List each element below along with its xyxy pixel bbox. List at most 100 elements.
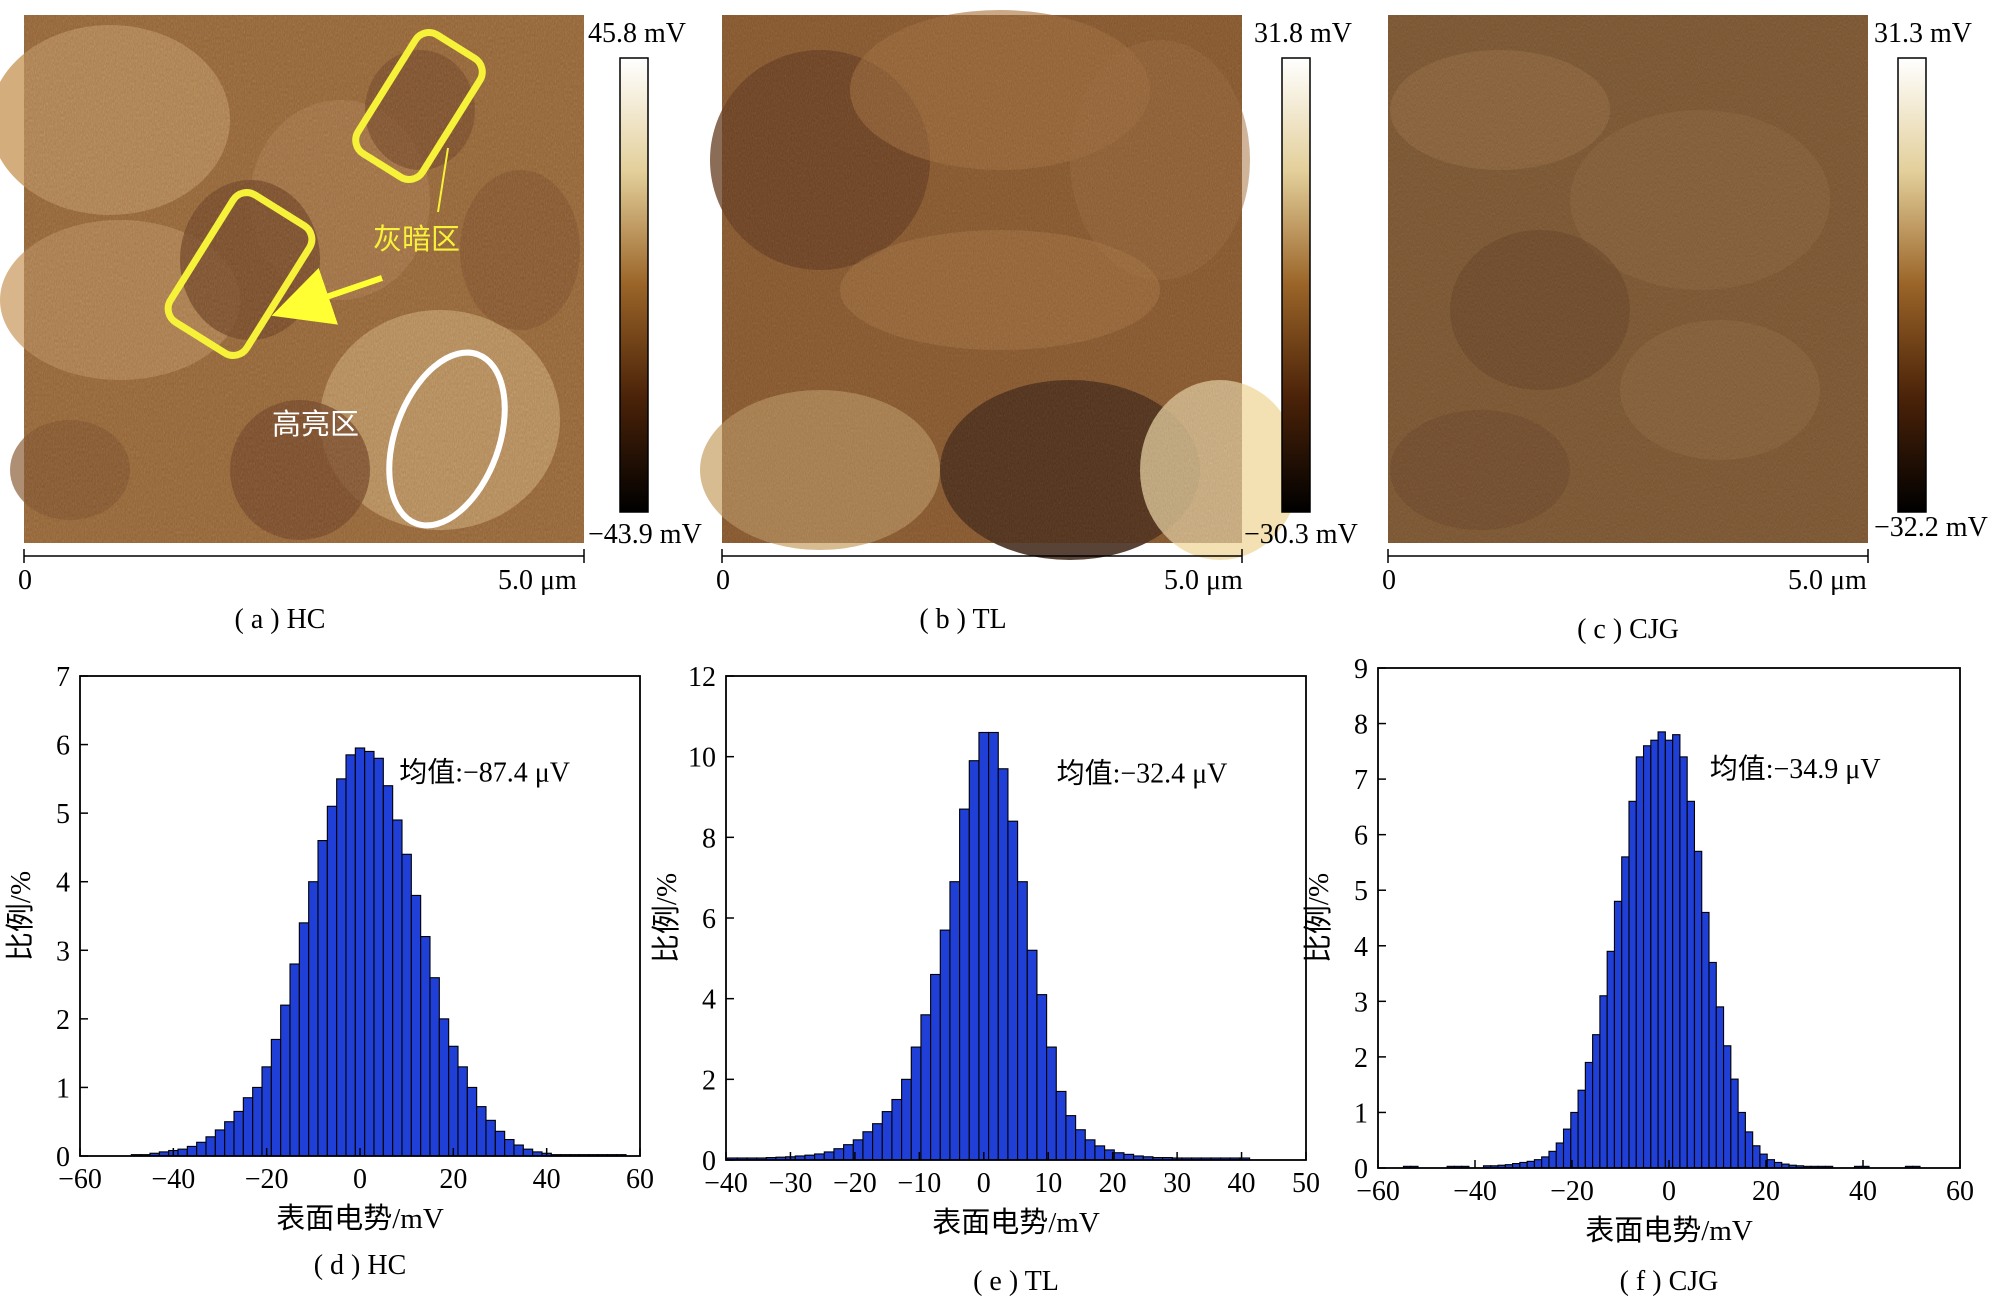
y-tick-label: 8 bbox=[1354, 710, 1368, 741]
y-tick-label: 3 bbox=[56, 936, 70, 967]
y-tick-label: 10 bbox=[688, 743, 716, 774]
y-tick-label: 9 bbox=[1354, 654, 1368, 685]
x-tick-label: −10 bbox=[897, 1168, 941, 1199]
histogram-bar bbox=[1017, 881, 1028, 1161]
caption-f: ( f ) CJG bbox=[1620, 1266, 1719, 1297]
afm-image-tl bbox=[700, 10, 1300, 560]
histogram-bars-tl bbox=[727, 731, 1251, 1161]
histogram-bar bbox=[214, 1129, 226, 1157]
histogram-bar bbox=[1055, 1090, 1067, 1161]
y-tick-label: 3 bbox=[1354, 987, 1368, 1018]
histogram-bar bbox=[1737, 1111, 1746, 1169]
x-tick-label: −30 bbox=[769, 1168, 813, 1199]
histogram-bar bbox=[814, 1153, 825, 1161]
histogram-bar bbox=[1701, 911, 1710, 1169]
y-tick-label: 4 bbox=[1354, 932, 1368, 963]
histogram-bar bbox=[401, 853, 412, 1157]
histogram-bar bbox=[1679, 756, 1688, 1169]
histogram-bar bbox=[1007, 820, 1019, 1161]
x-ticks-tl: −40 −30 −20 −10 0 10 20 30 40 50 bbox=[704, 1152, 1320, 1199]
histogram-bar bbox=[242, 1097, 254, 1157]
x-tick-label: −40 bbox=[1453, 1176, 1497, 1207]
histogram-bar bbox=[988, 731, 999, 1161]
histogram-bar bbox=[1084, 1139, 1096, 1161]
colorbar-max-hc: 45.8 mV bbox=[588, 18, 686, 49]
y-tick-label: 6 bbox=[702, 904, 716, 935]
x-tick-label: 0 bbox=[1662, 1176, 1676, 1207]
y-tick-label: 0 bbox=[702, 1146, 716, 1177]
histogram-bar bbox=[1046, 1046, 1057, 1161]
dark-region-box-1 bbox=[352, 29, 486, 183]
x-tick-label: 0 bbox=[353, 1164, 367, 1195]
x-tick-label: 40 bbox=[533, 1164, 561, 1195]
map-cjg: 31.3 mV −32.2 mV 0 5.0 μm ( c ) CJG bbox=[1382, 15, 1988, 645]
x-tick-label: −40 bbox=[704, 1168, 748, 1199]
histogram-bar bbox=[186, 1145, 198, 1157]
histogram-bar bbox=[978, 731, 990, 1161]
y-tick-label: 6 bbox=[1354, 821, 1368, 852]
histogram-bar bbox=[1613, 900, 1623, 1169]
histogram-bar bbox=[336, 778, 347, 1157]
histogram-bar bbox=[1621, 856, 1630, 1169]
x-ticks-cjg: −60 −40 −20 0 20 40 60 bbox=[1356, 1160, 1974, 1207]
histogram-bar bbox=[382, 785, 394, 1157]
x-tick-label: −40 bbox=[151, 1164, 195, 1195]
histogram-bar bbox=[308, 881, 319, 1157]
mean-annotation-hc: 均值:−87.4 μV bbox=[399, 757, 570, 789]
x-tick-label: −20 bbox=[245, 1164, 289, 1195]
histogram-bar bbox=[1730, 1078, 1739, 1169]
afm-image-cjg bbox=[1388, 15, 1868, 543]
histogram-bar bbox=[997, 768, 1009, 1161]
histogram-bar bbox=[261, 1066, 272, 1157]
histogram-bar bbox=[1723, 1045, 1732, 1169]
map-tl: 31.8 mV −30.3 mV 0 5.0 μm ( b ) TL bbox=[700, 10, 1358, 635]
mean-annotation-cjg: 均值:−34.9 μV bbox=[1710, 753, 1881, 785]
histogram-bar bbox=[1650, 739, 1659, 1169]
histogram-bar bbox=[930, 973, 941, 1161]
colorbar-max-tl: 31.8 mV bbox=[1254, 18, 1352, 49]
x-ticks-hc: −60 −40 −20 0 20 40 60 bbox=[58, 1148, 654, 1195]
histogram-bar bbox=[1026, 949, 1038, 1161]
caption-e: ( e ) TL bbox=[973, 1266, 1059, 1297]
x-tick-label: 40 bbox=[1228, 1168, 1256, 1199]
histogram-bar bbox=[1766, 1159, 1776, 1169]
histogram-bar bbox=[1570, 1111, 1579, 1169]
y-tick-label: 5 bbox=[1354, 876, 1368, 907]
y-tick-label: 2 bbox=[702, 1065, 716, 1096]
x-tick-label: −20 bbox=[1550, 1176, 1594, 1207]
caption-a: ( a ) HC bbox=[235, 604, 326, 635]
histogram-bar bbox=[881, 1111, 893, 1161]
histogram-bar bbox=[939, 929, 951, 1161]
histogram-bar bbox=[1693, 850, 1703, 1169]
histogram-bar bbox=[364, 750, 375, 1157]
histogram-bar bbox=[833, 1148, 845, 1161]
histogram-bar bbox=[466, 1086, 478, 1157]
histogram-hc: −60 −40 −20 0 20 40 60 0 1 2 3 4 5 6 7 表面电势/mV 比例/% 均… bbox=[4, 662, 654, 1281]
histogram-bar bbox=[872, 1123, 883, 1161]
x-tick-label: 40 bbox=[1849, 1176, 1877, 1207]
annotation-bright-region: 高亮区 bbox=[272, 408, 359, 441]
histogram-bar bbox=[270, 1038, 282, 1157]
histogram-bar bbox=[513, 1144, 524, 1157]
colorbar-cjg bbox=[1897, 57, 1927, 513]
histogram-bar bbox=[1628, 800, 1637, 1169]
colorbar-hc bbox=[619, 57, 649, 513]
y-tick-label: 1 bbox=[1354, 1098, 1368, 1129]
histogram-bar bbox=[1744, 1131, 1754, 1169]
x-tick-label: 60 bbox=[1946, 1176, 1974, 1207]
x-axis-label-cjg: 表面电势/mV bbox=[1585, 1214, 1753, 1247]
histogram-bar bbox=[280, 1004, 291, 1157]
y-axis-label-tl: 比例/% bbox=[650, 873, 683, 963]
histogram-bar bbox=[891, 1098, 903, 1161]
histogram-bars-cjg bbox=[1402, 731, 1921, 1169]
y-tick-label: 12 bbox=[688, 662, 716, 693]
caption-d: ( d ) HC bbox=[314, 1250, 407, 1281]
y-tick-label: 1 bbox=[56, 1073, 70, 1104]
y-tick-label: 4 bbox=[56, 868, 70, 899]
histogram-bar bbox=[1708, 961, 1717, 1169]
histogram-bar bbox=[1635, 756, 1645, 1169]
dark-region-arrow bbox=[271, 267, 383, 325]
histogram-bar bbox=[429, 977, 440, 1157]
histogram-bar bbox=[949, 881, 961, 1161]
colorbar-min-hc: −43.9 mV bbox=[588, 519, 702, 550]
